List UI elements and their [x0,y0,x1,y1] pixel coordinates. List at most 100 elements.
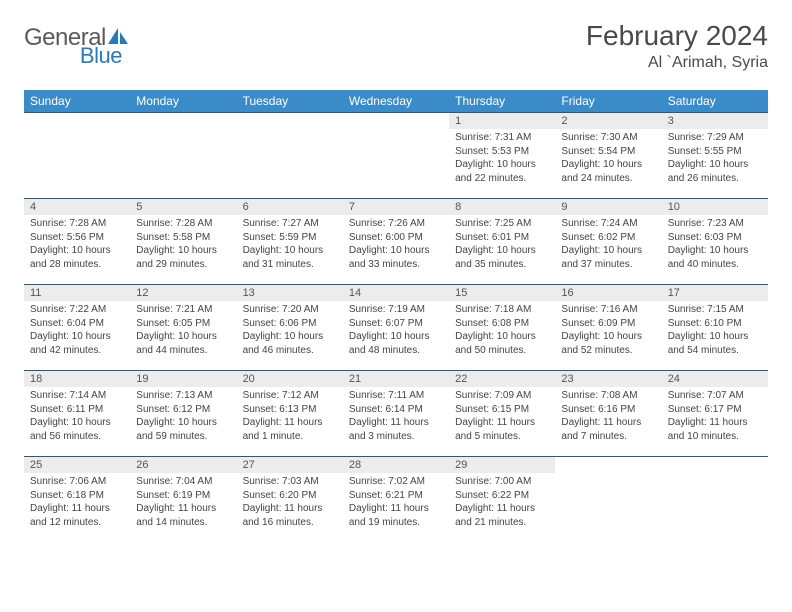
day-data: Sunrise: 7:25 AMSunset: 6:01 PMDaylight:… [449,215,555,275]
sunrise-text: Sunrise: 7:20 AM [243,303,337,317]
daylight-text: Daylight: 11 hours and 14 minutes. [136,502,230,529]
sunset-text: Sunset: 6:10 PM [668,317,762,331]
sunset-text: Sunset: 6:16 PM [561,403,655,417]
sunrise-text: Sunrise: 7:27 AM [243,217,337,231]
sunrise-text: Sunrise: 7:13 AM [136,389,230,403]
weekday-header: Wednesday [343,90,449,113]
weekday-header: Monday [130,90,236,113]
daylight-text: Daylight: 11 hours and 1 minute. [243,416,337,443]
sunrise-text: Sunrise: 7:16 AM [561,303,655,317]
calendar-day-cell: 24Sunrise: 7:07 AMSunset: 6:17 PMDayligh… [662,371,768,457]
sunrise-text: Sunrise: 7:07 AM [668,389,762,403]
calendar-day-cell: 22Sunrise: 7:09 AMSunset: 6:15 PMDayligh… [449,371,555,457]
day-data: Sunrise: 7:28 AMSunset: 5:58 PMDaylight:… [130,215,236,275]
daylight-text: Daylight: 10 hours and 33 minutes. [349,244,443,271]
day-data: Sunrise: 7:04 AMSunset: 6:19 PMDaylight:… [130,473,236,533]
sunset-text: Sunset: 6:06 PM [243,317,337,331]
page-title: February 2024 [586,20,768,52]
calendar-day-cell [237,113,343,199]
day-data: Sunrise: 7:23 AMSunset: 6:03 PMDaylight:… [662,215,768,275]
sunset-text: Sunset: 6:17 PM [668,403,762,417]
sunrise-text: Sunrise: 7:15 AM [668,303,762,317]
day-number: 14 [343,285,449,301]
calendar-week-row: 1Sunrise: 7:31 AMSunset: 5:53 PMDaylight… [24,113,768,199]
sunrise-text: Sunrise: 7:08 AM [561,389,655,403]
day-number: 22 [449,371,555,387]
sunrise-text: Sunrise: 7:02 AM [349,475,443,489]
sunset-text: Sunset: 6:19 PM [136,489,230,503]
calendar-day-cell: 25Sunrise: 7:06 AMSunset: 6:18 PMDayligh… [24,457,130,543]
calendar-day-cell: 7Sunrise: 7:26 AMSunset: 6:00 PMDaylight… [343,199,449,285]
sunset-text: Sunset: 6:04 PM [30,317,124,331]
daylight-text: Daylight: 10 hours and 59 minutes. [136,416,230,443]
daylight-text: Daylight: 10 hours and 24 minutes. [561,158,655,185]
sunrise-text: Sunrise: 7:11 AM [349,389,443,403]
sunset-text: Sunset: 6:20 PM [243,489,337,503]
day-number: 26 [130,457,236,473]
title-block: February 2024 Al `Arimah, Syria [586,20,768,72]
weekday-header-row: Sunday Monday Tuesday Wednesday Thursday… [24,90,768,113]
daylight-text: Daylight: 11 hours and 19 minutes. [349,502,443,529]
daylight-text: Daylight: 11 hours and 21 minutes. [455,502,549,529]
daylight-text: Daylight: 10 hours and 54 minutes. [668,330,762,357]
day-number: 16 [555,285,661,301]
brand-logo: General Blue [24,24,176,52]
calendar-week-row: 4Sunrise: 7:28 AMSunset: 5:56 PMDaylight… [24,199,768,285]
sunset-text: Sunset: 6:15 PM [455,403,549,417]
calendar-day-cell: 16Sunrise: 7:16 AMSunset: 6:09 PMDayligh… [555,285,661,371]
sunset-text: Sunset: 6:05 PM [136,317,230,331]
calendar-day-cell: 1Sunrise: 7:31 AMSunset: 5:53 PMDaylight… [449,113,555,199]
calendar-day-cell: 26Sunrise: 7:04 AMSunset: 6:19 PMDayligh… [130,457,236,543]
daylight-text: Daylight: 10 hours and 29 minutes. [136,244,230,271]
sunset-text: Sunset: 6:09 PM [561,317,655,331]
sunrise-text: Sunrise: 7:18 AM [455,303,549,317]
daylight-text: Daylight: 11 hours and 16 minutes. [243,502,337,529]
sunset-text: Sunset: 5:56 PM [30,231,124,245]
daylight-text: Daylight: 10 hours and 31 minutes. [243,244,337,271]
day-data: Sunrise: 7:18 AMSunset: 6:08 PMDaylight:… [449,301,555,361]
calendar-day-cell: 9Sunrise: 7:24 AMSunset: 6:02 PMDaylight… [555,199,661,285]
day-number: 8 [449,199,555,215]
calendar-day-cell: 2Sunrise: 7:30 AMSunset: 5:54 PMDaylight… [555,113,661,199]
header: General Blue February 2024 Al `Arimah, S… [24,20,768,72]
day-number: 20 [237,371,343,387]
day-number: 19 [130,371,236,387]
sunset-text: Sunset: 6:12 PM [136,403,230,417]
daylight-text: Daylight: 10 hours and 42 minutes. [30,330,124,357]
calendar-day-cell: 10Sunrise: 7:23 AMSunset: 6:03 PMDayligh… [662,199,768,285]
daylight-text: Daylight: 10 hours and 26 minutes. [668,158,762,185]
sunrise-text: Sunrise: 7:23 AM [668,217,762,231]
calendar-day-cell: 15Sunrise: 7:18 AMSunset: 6:08 PMDayligh… [449,285,555,371]
calendar-week-row: 18Sunrise: 7:14 AMSunset: 6:11 PMDayligh… [24,371,768,457]
sunrise-text: Sunrise: 7:24 AM [561,217,655,231]
day-number: 29 [449,457,555,473]
calendar-day-cell: 23Sunrise: 7:08 AMSunset: 6:16 PMDayligh… [555,371,661,457]
day-data: Sunrise: 7:00 AMSunset: 6:22 PMDaylight:… [449,473,555,533]
sunset-text: Sunset: 6:08 PM [455,317,549,331]
day-data: Sunrise: 7:19 AMSunset: 6:07 PMDaylight:… [343,301,449,361]
sunset-text: Sunset: 5:55 PM [668,145,762,159]
day-data: Sunrise: 7:13 AMSunset: 6:12 PMDaylight:… [130,387,236,447]
day-number: 15 [449,285,555,301]
calendar-table: Sunday Monday Tuesday Wednesday Thursday… [24,90,768,543]
sunset-text: Sunset: 6:18 PM [30,489,124,503]
daylight-text: Daylight: 10 hours and 40 minutes. [668,244,762,271]
sunrise-text: Sunrise: 7:09 AM [455,389,549,403]
calendar-day-cell: 18Sunrise: 7:14 AMSunset: 6:11 PMDayligh… [24,371,130,457]
calendar-day-cell [343,113,449,199]
daylight-text: Daylight: 10 hours and 56 minutes. [30,416,124,443]
day-number: 11 [24,285,130,301]
day-data: Sunrise: 7:21 AMSunset: 6:05 PMDaylight:… [130,301,236,361]
day-data: Sunrise: 7:26 AMSunset: 6:00 PMDaylight:… [343,215,449,275]
day-number: 9 [555,199,661,215]
day-number: 1 [449,113,555,129]
sunrise-text: Sunrise: 7:28 AM [136,217,230,231]
day-data: Sunrise: 7:12 AMSunset: 6:13 PMDaylight:… [237,387,343,447]
day-data: Sunrise: 7:24 AMSunset: 6:02 PMDaylight:… [555,215,661,275]
weekday-header: Thursday [449,90,555,113]
day-data: Sunrise: 7:07 AMSunset: 6:17 PMDaylight:… [662,387,768,447]
calendar-day-cell: 11Sunrise: 7:22 AMSunset: 6:04 PMDayligh… [24,285,130,371]
calendar-day-cell: 8Sunrise: 7:25 AMSunset: 6:01 PMDaylight… [449,199,555,285]
day-data: Sunrise: 7:31 AMSunset: 5:53 PMDaylight:… [449,129,555,189]
sunset-text: Sunset: 6:01 PM [455,231,549,245]
